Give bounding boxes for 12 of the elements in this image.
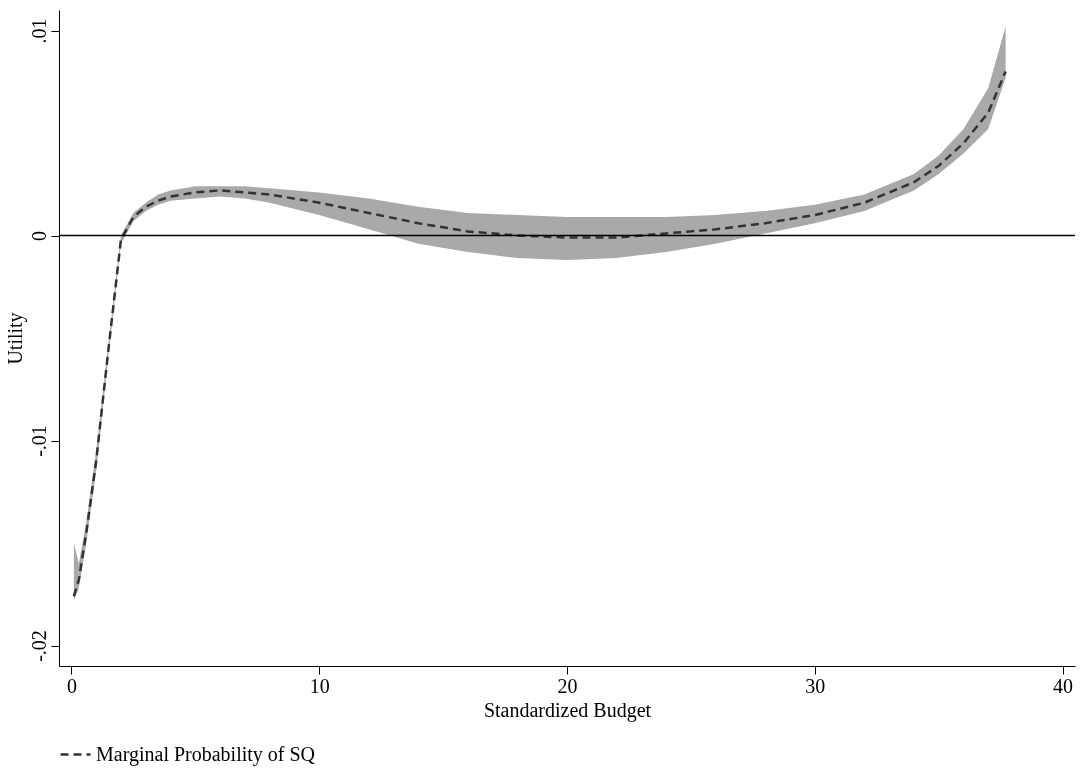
x-tick-label: 10 (309, 674, 330, 697)
y-axis-title: Utility (3, 312, 27, 365)
legend-label: Marginal Probability of SQ (96, 742, 316, 766)
y-tick-label: -.02 (27, 630, 50, 662)
x-tick-label: 40 (1053, 674, 1074, 697)
x-axis-title: Standardized Budget (483, 698, 652, 722)
x-tick-label: 0 (66, 674, 77, 697)
y-tick-label: .01 (27, 18, 50, 44)
y-tick-label: 0 (27, 231, 50, 241)
x-tick-label: 20 (557, 674, 578, 697)
x-tick-label: 30 (805, 674, 826, 697)
y-tick-label: -.01 (27, 425, 50, 457)
